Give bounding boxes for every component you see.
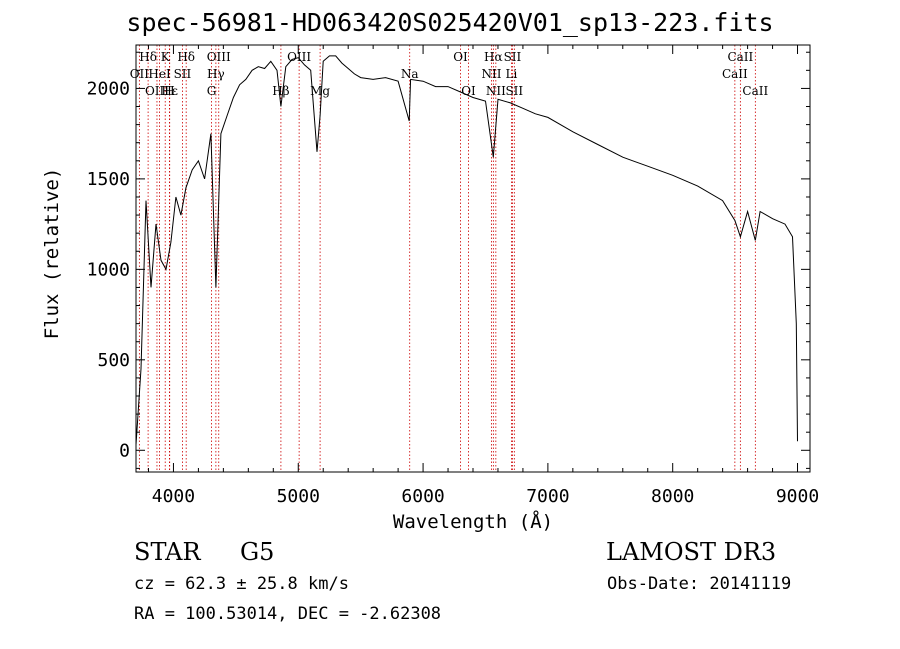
object-subclass: G5 — [240, 538, 275, 566]
marker-label-CaII: CaII — [727, 50, 753, 64]
marker-label-Hδ: Hδ — [139, 50, 157, 64]
marker-label-Hε: Hε — [161, 84, 178, 98]
x-tick-label: 7000 — [526, 486, 569, 507]
coordinates: RA = 100.53014, DEC = -2.62308 — [134, 604, 442, 624]
emission-line-markers — [138, 45, 756, 472]
marker-label-OII: OII — [130, 67, 150, 81]
marker-label-SII: SII — [505, 84, 523, 98]
marker-label-SII: SII — [504, 50, 522, 64]
survey-name: LAMOST DR3 — [606, 538, 777, 566]
plot-frame — [135, 44, 811, 473]
marker-label-NII: NII — [486, 84, 506, 98]
chart-title: spec-56981-HD063420S025420V01_sp13-223.f… — [126, 8, 774, 37]
x-axis: 4000 5000 6000 7000 8000 9000 — [147, 45, 819, 507]
x-tick-label: 9000 — [776, 486, 819, 507]
x-tick-label: 5000 — [277, 486, 320, 507]
marker-label-CaII: CaII — [742, 84, 768, 98]
marker-label-OI: OI — [453, 50, 468, 64]
marker-label-CaII: CaII — [722, 67, 748, 81]
marker-label-K: K — [161, 50, 171, 64]
marker-label-Hα: Hα — [484, 50, 503, 64]
marker-label-OI: OI — [461, 84, 476, 98]
marker-label-H: H — [164, 84, 174, 98]
marker-label-Hδ: Hδ — [177, 50, 195, 64]
y-axis-label: Flux (relative) — [41, 168, 63, 340]
y-tick-label: 0 — [119, 440, 130, 461]
marker-label-Hγ: Hγ — [207, 67, 225, 81]
spectrum-line — [135, 55, 798, 445]
marker-label-SII: SII — [174, 67, 192, 81]
y-tick-label: 2000 — [87, 78, 130, 99]
y-tick-label: 500 — [97, 350, 130, 371]
y-tick-label: 1000 — [87, 259, 130, 280]
marker-label-G: G — [207, 84, 217, 98]
x-tick-label: 4000 — [152, 486, 195, 507]
marker-label-Hβ: Hβ — [272, 84, 289, 98]
redshift-cz: cz = 62.3 ± 25.8 km/s — [134, 574, 349, 594]
x-axis-label: Wavelength (Å) — [393, 510, 553, 533]
marker-label-OIII: OIII — [207, 50, 231, 64]
y-axis: 0 500 1000 1500 2000 — [87, 51, 810, 469]
x-tick-label: 8000 — [651, 486, 694, 507]
marker-label-OIII: OIII — [287, 50, 311, 64]
marker-label-Li: Li — [506, 67, 518, 81]
marker-label-NII: NII — [481, 67, 501, 81]
obs-date: Obs-Date: 20141119 — [607, 574, 792, 594]
marker-label-HeI: HeI — [148, 67, 171, 81]
marker-label-Mg: Mg — [310, 84, 330, 98]
marker-label-OIII: OIII — [145, 84, 169, 98]
marker-label-Na: Na — [401, 67, 419, 81]
x-tick-label: 6000 — [401, 486, 444, 507]
y-tick-label: 1500 — [87, 169, 130, 190]
object-class: STAR — [134, 538, 201, 566]
